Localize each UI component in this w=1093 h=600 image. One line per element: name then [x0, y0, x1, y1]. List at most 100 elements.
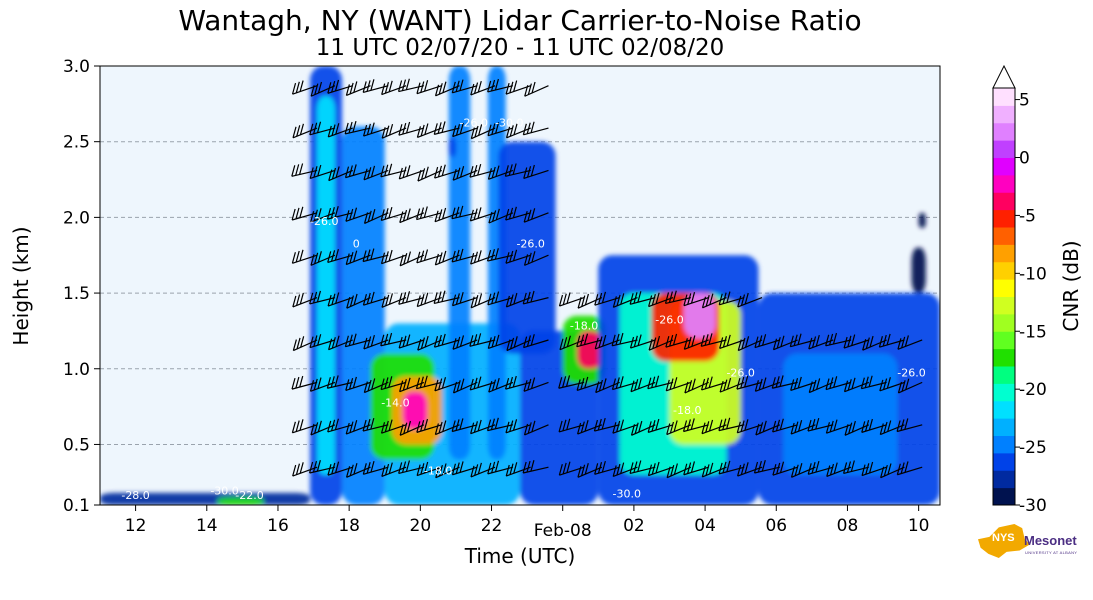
wind-barb — [488, 208, 514, 224]
colorbar-segment — [993, 261, 1015, 280]
barb-feather — [473, 208, 478, 220]
barb-feather — [901, 380, 906, 392]
barb-feather — [398, 336, 403, 349]
barb-feather — [366, 292, 371, 305]
wind-barb — [434, 377, 460, 392]
barb-feather — [851, 420, 856, 433]
barb-feather — [619, 376, 624, 388]
barb-feather — [825, 422, 831, 434]
wind-barb — [504, 163, 531, 177]
barb-feather — [326, 377, 331, 389]
barb-feather — [438, 421, 443, 434]
wind-barb — [310, 208, 336, 223]
barb-feather — [296, 294, 301, 306]
wind-barb — [736, 375, 763, 390]
barb-feather — [313, 122, 318, 134]
barb-feather — [577, 466, 582, 478]
barb-feather — [349, 378, 354, 390]
barb-feather — [403, 422, 408, 434]
colorbar-segment — [993, 313, 1015, 332]
barb-feather — [486, 419, 492, 431]
barb-feather — [848, 422, 853, 434]
barb-feather — [776, 462, 781, 475]
barb-feather — [380, 252, 386, 264]
barb-feather — [616, 463, 621, 476]
wind-barb — [506, 336, 531, 352]
barb-feather — [335, 166, 340, 178]
barb-feather — [798, 463, 803, 475]
barb-feather — [434, 423, 439, 435]
barb-feather — [348, 334, 353, 346]
wind-barb — [470, 293, 496, 309]
barb-feather — [704, 377, 709, 389]
wind-barb — [524, 81, 549, 97]
barb-feather — [495, 377, 500, 390]
barb-feather — [310, 254, 315, 266]
wind-barb — [737, 462, 763, 477]
barb-feather — [594, 294, 599, 306]
barb-feather — [868, 418, 873, 431]
contour-label: -14.0 — [381, 397, 409, 410]
barb-feather — [384, 82, 390, 94]
barb-feather — [740, 376, 745, 389]
barb-feather — [736, 421, 741, 433]
contour-label: -26.0 — [726, 366, 754, 379]
wind-barb — [380, 249, 407, 265]
wind-barb — [771, 375, 798, 389]
x-tick-label: 20 — [410, 516, 432, 536]
barb-feather — [612, 422, 617, 434]
barb-feather — [513, 336, 518, 348]
barb-feather — [420, 420, 425, 432]
barb-feather — [722, 418, 727, 430]
wind-barb — [309, 121, 336, 136]
barb-feather — [370, 460, 375, 473]
barb-feather — [512, 163, 517, 175]
cnr-region — [683, 293, 716, 339]
barb-feather — [633, 292, 638, 304]
barb-feather — [526, 291, 531, 304]
barb-feather — [745, 336, 750, 348]
barb-feather — [299, 419, 304, 431]
barb-feather — [647, 377, 652, 389]
wind-barb — [363, 209, 389, 224]
colorbar-tick-label: -20 — [1019, 380, 1047, 400]
wind-barb — [505, 292, 531, 308]
barb-feather — [494, 417, 499, 429]
barb-feather — [380, 378, 385, 390]
barb-feather — [652, 337, 657, 349]
barb-feather — [687, 462, 692, 474]
wind-barb — [470, 462, 496, 478]
barb-feather — [843, 380, 849, 392]
barb-feather — [594, 337, 599, 350]
barb-feather — [380, 422, 386, 434]
barb-feather — [793, 378, 799, 390]
barb-feather — [345, 84, 350, 96]
barb-feather — [309, 292, 314, 305]
barb-feather — [352, 333, 357, 345]
barb-feather — [701, 296, 707, 308]
barb-feather — [616, 294, 621, 307]
barb-feather — [491, 461, 496, 474]
barb-feather — [655, 375, 660, 387]
y-tick-label: 1.0 — [63, 360, 90, 380]
barb-feather — [424, 292, 429, 304]
barb-feather — [794, 464, 799, 476]
barb-feather — [611, 334, 616, 347]
barb-feather — [670, 464, 675, 477]
wind-barb — [327, 123, 353, 138]
barb-feather — [455, 206, 460, 218]
barb-feather — [441, 121, 446, 133]
barb-feather — [762, 420, 767, 432]
barb-feather — [388, 376, 393, 388]
wind-barb — [470, 419, 496, 435]
barb-feather — [331, 124, 336, 136]
colorbar-segment — [993, 122, 1015, 141]
barb-feather — [401, 79, 407, 91]
barb-feather — [437, 291, 442, 303]
barb-feather — [434, 84, 440, 96]
barb-feather — [494, 78, 499, 91]
barb-feather — [406, 420, 412, 433]
wind-barb — [381, 123, 407, 139]
wind-barb — [380, 332, 407, 347]
barb-feather — [665, 336, 670, 348]
